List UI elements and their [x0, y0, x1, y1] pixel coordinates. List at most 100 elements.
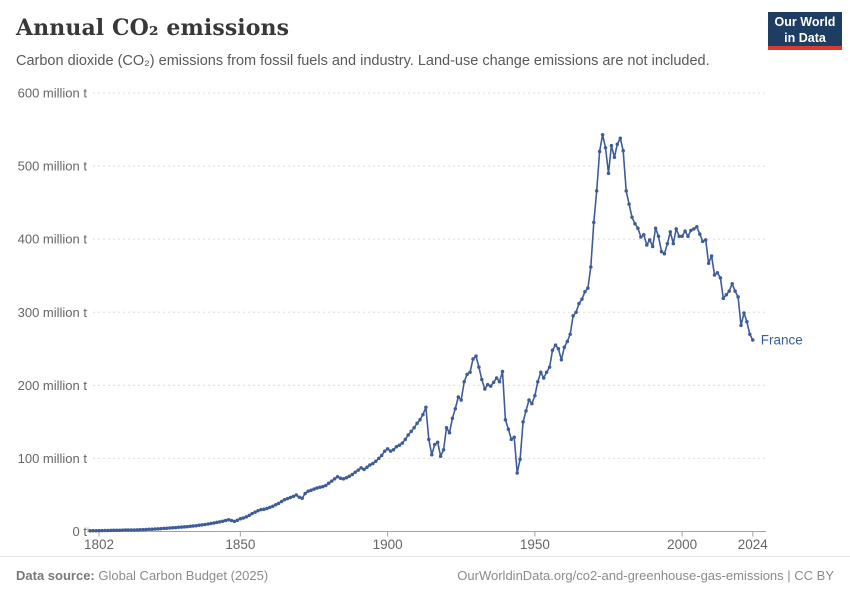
data-point	[374, 459, 378, 464]
rights-note[interactable]: OurWorldinData.org/co2-and-greenhouse-ga…	[457, 568, 834, 583]
data-point	[179, 525, 184, 529]
data-point	[424, 405, 428, 410]
data-point	[485, 382, 490, 387]
data-point	[668, 230, 673, 234]
data-point	[474, 354, 478, 358]
data-point	[483, 387, 487, 391]
data-point	[265, 506, 269, 511]
data-point	[167, 526, 172, 530]
data-point	[515, 471, 519, 475]
data-point	[686, 234, 690, 239]
data-point	[630, 215, 634, 220]
data-point	[432, 442, 437, 447]
data-point	[94, 528, 98, 533]
x-tick-label: 2000	[667, 537, 697, 552]
x-tick-label: 1900	[373, 537, 403, 552]
data-point	[91, 529, 95, 533]
owid-logo[interactable]: Our World in Data	[768, 12, 842, 50]
data-point	[391, 447, 396, 452]
data-point	[703, 238, 708, 242]
data-point	[671, 241, 676, 246]
data-point	[730, 282, 734, 286]
data-point	[435, 440, 440, 445]
data-point	[365, 465, 369, 469]
data-point	[456, 395, 461, 399]
data-point	[223, 518, 228, 523]
data-point	[135, 528, 140, 532]
data-point	[689, 228, 693, 233]
data-point	[406, 433, 410, 437]
data-point	[409, 429, 413, 434]
data-point	[215, 520, 219, 525]
data-point	[126, 528, 131, 532]
data-point	[138, 527, 142, 532]
data-point	[465, 372, 469, 377]
data-point	[621, 149, 625, 153]
data-point	[156, 527, 160, 531]
data-point	[282, 497, 287, 502]
data-point	[677, 234, 681, 239]
chart-subtitle: Carbon dioxide (CO₂) emissions from foss…	[16, 53, 710, 69]
data-point	[650, 244, 655, 249]
data-point	[692, 227, 696, 231]
data-point	[503, 417, 508, 422]
owid-logo-line1: Our World	[774, 15, 836, 29]
data-point	[341, 477, 346, 481]
entity-label-france[interactable]: France	[761, 333, 803, 348]
data-point	[721, 296, 726, 301]
data-point	[412, 425, 416, 430]
data-point	[321, 484, 325, 489]
data-point	[550, 348, 555, 353]
data-point	[326, 481, 331, 486]
data-point	[359, 466, 363, 470]
data-point	[453, 406, 458, 411]
y-tick-label: 300 million t	[18, 305, 88, 320]
data-point	[141, 527, 145, 532]
data-point	[748, 332, 752, 336]
series-line-france[interactable]	[89, 133, 754, 532]
data-point	[318, 485, 322, 490]
data-point	[491, 380, 496, 385]
data-point	[338, 476, 343, 480]
data-point	[639, 235, 643, 239]
data-point	[303, 491, 307, 496]
data-point	[518, 457, 522, 461]
data-point	[288, 495, 293, 500]
data-point	[571, 314, 575, 318]
data-point	[197, 523, 201, 528]
data-point	[706, 261, 711, 266]
data-point	[203, 522, 207, 527]
data-point	[332, 477, 337, 481]
data-point	[533, 393, 537, 398]
data-point	[477, 365, 481, 369]
data-point	[459, 398, 463, 402]
data-point	[297, 495, 302, 499]
data-point	[544, 370, 549, 374]
data-point	[368, 463, 372, 467]
data-point	[712, 273, 717, 277]
data-point	[244, 515, 249, 519]
data-point	[577, 301, 581, 306]
data-point	[494, 376, 499, 380]
data-point	[324, 483, 328, 488]
data-point	[159, 526, 163, 531]
x-tick-label: 1802	[84, 537, 114, 552]
chart-title: Annual CO₂ emissions	[16, 15, 290, 41]
data-point	[568, 332, 572, 336]
data-point	[114, 528, 119, 533]
data-point	[709, 254, 714, 258]
data-point	[329, 479, 334, 483]
data-point	[150, 527, 154, 531]
data-point	[594, 189, 599, 193]
data-point	[624, 189, 628, 193]
x-tick-label: 2024	[738, 537, 769, 552]
data-point	[653, 226, 658, 230]
data-point	[276, 501, 281, 506]
data-point	[88, 529, 92, 533]
data-point	[618, 136, 623, 141]
data-point	[462, 379, 466, 384]
data-point	[438, 454, 443, 458]
data-point	[109, 528, 113, 533]
data-point	[597, 149, 602, 154]
